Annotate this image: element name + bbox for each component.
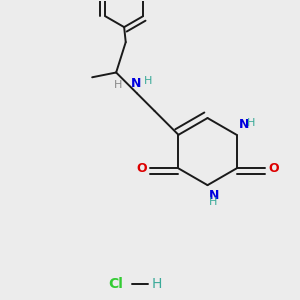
Text: O: O: [136, 162, 147, 175]
Text: O: O: [268, 162, 278, 175]
Text: N: N: [209, 189, 220, 202]
Text: H: H: [152, 277, 162, 291]
Text: H: H: [144, 76, 152, 86]
Text: H: H: [247, 118, 256, 128]
Text: Cl: Cl: [109, 277, 124, 291]
Text: H: H: [114, 80, 122, 89]
Text: N: N: [239, 118, 250, 131]
Text: N: N: [130, 77, 141, 90]
Text: H: H: [209, 197, 218, 207]
